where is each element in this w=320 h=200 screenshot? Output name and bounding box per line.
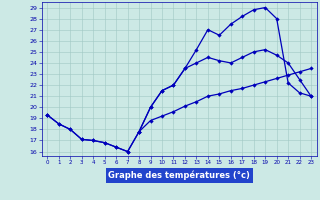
X-axis label: Graphe des températures (°c): Graphe des températures (°c) — [108, 171, 250, 180]
